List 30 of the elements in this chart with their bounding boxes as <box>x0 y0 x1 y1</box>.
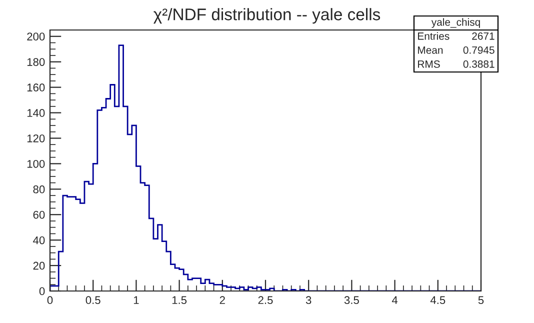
annotation: 0.7945 <box>463 46 494 54</box>
y-tick-label: 20 <box>33 262 45 270</box>
y-tick-label: 160 <box>27 84 45 92</box>
x-tick-label: 4.5 <box>430 296 446 304</box>
annotation: Mean <box>418 46 443 54</box>
x-tick-label: 3 <box>306 296 312 304</box>
x-tick-label: 0.5 <box>86 296 100 304</box>
y-tick-label: 80 <box>33 185 45 194</box>
text: yale_chisq <box>431 18 480 28</box>
annotation: Entries <box>418 32 450 40</box>
x-tick-label: 4 <box>392 296 398 304</box>
y-tick-label: 180 <box>27 58 45 66</box>
annotation: 0.3881 <box>463 60 494 68</box>
y-tick-label: 0 <box>39 287 45 296</box>
y-tick-label: 120 <box>27 134 45 142</box>
x-tick-label: 5 <box>478 296 484 304</box>
chart-title: χ²/NDF distribution -- yale cells <box>154 8 380 24</box>
x-tick-label: 1.5 <box>172 296 187 304</box>
x-tick-label: 2.5 <box>258 296 273 304</box>
y-tick-label: 60 <box>33 210 45 219</box>
y-tick-label: 40 <box>33 236 45 244</box>
y-tick-label: 140 <box>27 109 45 117</box>
annotation: 2671 <box>472 32 494 40</box>
x-tick-label: 1 <box>134 296 139 304</box>
x-tick-label: 3.5 <box>344 296 359 304</box>
y-tick-label: 200 <box>27 32 45 40</box>
x-tick-label: 2 <box>220 296 225 304</box>
y-tick-label: 100 <box>27 160 45 168</box>
annotation: RMS <box>418 60 440 68</box>
x-tick-label: 0 <box>47 296 53 304</box>
